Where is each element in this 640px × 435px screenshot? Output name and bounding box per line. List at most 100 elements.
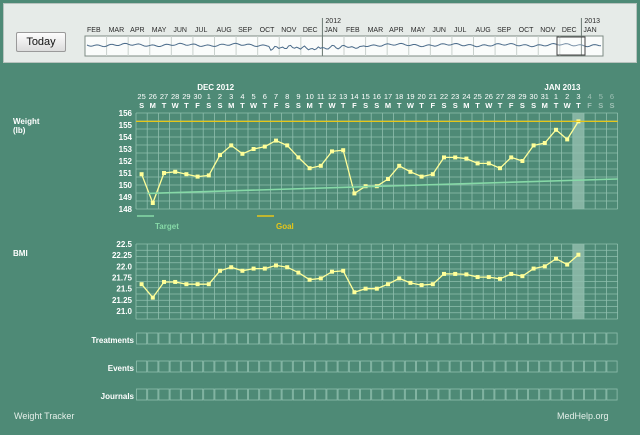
calendar-weekday-letter: S: [520, 101, 525, 110]
app-name: Weight Tracker: [14, 411, 75, 421]
weight-data-point: [150, 201, 155, 205]
calendar-weekday-letter: F: [509, 101, 514, 110]
calendar-day-number: 26: [485, 92, 493, 101]
calendar-weekday-letter: S: [206, 101, 211, 110]
treatments-label: Treatments: [91, 336, 134, 345]
timeline-overview[interactable]: FEB MAR APR MAY JUN JUL AUG SEP OCT NOV DEC JAN FEB M…: [0, 0, 640, 70]
weight-y-tick: 152: [119, 157, 133, 166]
bmi-y-tick: 22.25: [112, 251, 133, 260]
medhelp-link[interactable]: MedHelp.org: [557, 411, 609, 421]
overview-month-label: FEB: [87, 27, 101, 34]
calendar-weekday-letter: M: [228, 101, 234, 110]
events-day-cell: [472, 360, 484, 373]
events-day-cell: [550, 360, 562, 373]
calendar-weekday-letter: T: [263, 101, 268, 110]
weight-data-point: [554, 127, 558, 132]
events-day-cell: [147, 360, 159, 373]
overview-month-label: MAY: [152, 27, 167, 34]
overview-month-label: MAR: [368, 27, 384, 34]
today-button[interactable]: Today: [16, 32, 66, 52]
treatments-day-cell: [404, 332, 416, 345]
overview-month-label: MAY: [411, 27, 426, 34]
journals-day-cell: [572, 388, 584, 401]
bmi-data-point: [285, 265, 290, 270]
journals-day-cell: [360, 388, 372, 401]
bmi-data-point: [453, 271, 458, 276]
treatments-day-cell: [472, 332, 484, 345]
calendar-day-number: 29: [518, 92, 526, 101]
overview-month-label: SEP: [238, 27, 252, 34]
treatments-day-cell: [136, 332, 148, 345]
calendar-weekday-letter: M: [385, 101, 391, 110]
journals-day-cell: [326, 388, 338, 401]
bmi-data-point: [318, 276, 323, 281]
weight-series-line: [140, 121, 579, 205]
events-day-cell: [315, 360, 327, 373]
calendar-day-number: 26: [149, 92, 157, 101]
treatments-day-cell: [550, 332, 562, 345]
calendar-weekday-letter: S: [363, 101, 368, 110]
bmi-data-point: [498, 276, 502, 281]
bmi-data-point: [251, 266, 256, 271]
treatments-day-cell: [236, 332, 248, 345]
calendar-weekday-letter: W: [172, 101, 180, 110]
treatments-day-cell: [147, 332, 159, 345]
calendar-day-number: 18: [395, 92, 403, 101]
weight-label: Weight (lb): [13, 117, 40, 135]
overview-year-label: 2012: [325, 18, 341, 25]
treatments-day-cell: [584, 332, 596, 345]
treatments-day-cell: [606, 332, 618, 345]
treatments-day-cell: [539, 332, 551, 345]
overview-month-label: JUN: [432, 27, 446, 34]
calendar-day-number: 5: [252, 92, 256, 101]
treatments-day-cell: [483, 332, 495, 345]
weight-y-tick: 155: [119, 121, 133, 130]
events-day-cell: [516, 360, 528, 373]
overview-month-label: JUL: [195, 27, 208, 34]
events-day-cell: [337, 360, 349, 373]
overview-month-label: OCT: [260, 27, 276, 34]
weight-data-point: [430, 172, 435, 177]
calendar-weekday-letter: T: [162, 101, 167, 110]
weight-data-point: [240, 151, 245, 156]
events-day-cell: [483, 360, 495, 373]
treatments-day-cell: [158, 332, 170, 345]
weight-data-point: [330, 149, 334, 154]
weight-y-tick: 149: [119, 193, 133, 202]
events-day-cell: [427, 360, 439, 373]
journals-day-cell: [236, 388, 248, 401]
treatments-day-cell: [281, 332, 293, 345]
events-day-cell: [225, 360, 237, 373]
bmi-data-point: [274, 263, 278, 268]
calendar-weekday-letter: S: [217, 101, 222, 110]
weight-data-point: [274, 138, 278, 143]
weight-data-point: [139, 172, 144, 177]
journals-day-cell: [483, 388, 495, 401]
events-day-cell: [304, 360, 316, 373]
bmi-data-point: [240, 268, 245, 273]
weight-data-point: [520, 159, 525, 163]
bmi-y-tick: 21.75: [112, 274, 133, 283]
weight-data-point: [285, 143, 290, 148]
bmi-data-point: [397, 276, 402, 281]
bmi-data-point: [150, 295, 155, 300]
bmi-data-point: [576, 252, 581, 257]
treatments-day-cell: [337, 332, 349, 345]
journals-day-cell: [315, 388, 327, 401]
journals-day-cell: [438, 388, 450, 401]
bmi-data-point: [229, 265, 234, 270]
treatments-day-cell: [449, 332, 461, 345]
treatments-day-cell: [393, 332, 405, 345]
calendar-day-number: 21: [429, 92, 437, 101]
treatments-day-cell: [382, 332, 394, 345]
bmi-data-point: [531, 266, 536, 271]
journals-day-cell: [259, 388, 271, 401]
treatments-day-cell: [371, 332, 383, 345]
bmi-data-point: [173, 279, 178, 284]
calendar-weekday-letter: W: [407, 101, 415, 110]
calendar-weekday-letter: M: [306, 101, 312, 110]
events-day-cell: [572, 360, 584, 373]
calendar-weekday-letter: S: [296, 101, 301, 110]
calendar-month-label: JAN 2013: [544, 83, 581, 92]
events-day-cell: [203, 360, 215, 373]
